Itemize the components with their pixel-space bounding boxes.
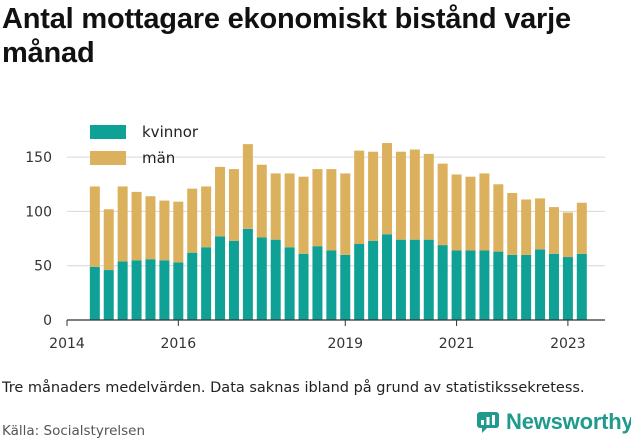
x-tick-label: 2016 bbox=[160, 336, 196, 352]
bars bbox=[89, 143, 587, 320]
bar-segment-kvinnor bbox=[270, 239, 281, 320]
bar-segment-kvinnor bbox=[145, 259, 156, 320]
bar-segment-män bbox=[298, 176, 309, 254]
y-tick-label: 150 bbox=[25, 150, 52, 166]
bar-segment-kvinnor bbox=[159, 260, 170, 320]
bar-segment-män bbox=[437, 163, 448, 246]
bar-segment-män bbox=[187, 188, 198, 253]
legend-label-män: män bbox=[142, 149, 175, 167]
bar-segment-män bbox=[131, 191, 142, 261]
bar-segment-män bbox=[548, 207, 559, 254]
bar-segment-män bbox=[576, 202, 587, 254]
bar-segment-män bbox=[117, 186, 128, 262]
bar-segment-kvinnor bbox=[215, 236, 226, 320]
bar-segment-män bbox=[368, 151, 379, 241]
bar-segment-kvinnor bbox=[465, 250, 476, 320]
bar-segment-kvinnor bbox=[117, 261, 128, 320]
bar-segment-kvinnor bbox=[340, 254, 351, 320]
chart-title: Antal mottagare ekonomiskt bistånd varje… bbox=[2, 3, 571, 69]
bar-segment-kvinnor bbox=[507, 254, 518, 320]
bar-segment-kvinnor bbox=[368, 240, 379, 320]
bar-segment-kvinnor bbox=[242, 228, 253, 320]
bar-segment-män bbox=[409, 149, 420, 240]
bar-segment-män bbox=[423, 153, 434, 240]
bar-segment-kvinnor bbox=[173, 262, 184, 320]
bar-segment-kvinnor bbox=[131, 260, 142, 320]
stacked-bar-chart: 0 50 100 150 2014 2016 2019 2021 2023 kvinnor män bbox=[25, 123, 605, 352]
y-tick-label: 0 bbox=[43, 313, 52, 329]
bar-segment-män bbox=[326, 169, 337, 251]
bar-segment-kvinnor bbox=[298, 253, 309, 320]
bar-segment-män bbox=[256, 164, 267, 238]
x-tick-label: 2014 bbox=[49, 336, 85, 352]
bar-segment-män bbox=[562, 212, 573, 258]
bar-segment-kvinnor bbox=[521, 254, 532, 320]
x-tick-label: 2023 bbox=[550, 336, 586, 352]
bar-segment-män bbox=[159, 200, 170, 261]
bar-segment-kvinnor bbox=[451, 250, 462, 320]
bar-segment-män bbox=[451, 174, 462, 251]
source-credit: Källa: Socialstyrelsen bbox=[2, 423, 146, 439]
bar-segment-män bbox=[465, 176, 476, 251]
legend-swatch-kvinnor bbox=[90, 125, 126, 139]
bar-segment-kvinnor bbox=[312, 246, 323, 320]
bar-segment-män bbox=[89, 186, 100, 267]
bar-segment-kvinnor bbox=[201, 247, 212, 320]
axes: 0 50 100 150 2014 2016 2019 2021 2023 bbox=[25, 150, 605, 352]
bar-segment-kvinnor bbox=[103, 270, 114, 320]
bar-segment-kvinnor bbox=[89, 266, 100, 320]
bar-segment-män bbox=[173, 201, 184, 263]
brand-logo: Newsworthy bbox=[476, 409, 631, 435]
bar-segment-kvinnor bbox=[354, 244, 365, 320]
bar-segment-män bbox=[145, 196, 156, 260]
bar-segment-män bbox=[312, 169, 323, 247]
x-tick-label: 2019 bbox=[327, 336, 363, 352]
bar-segment-kvinnor bbox=[395, 239, 406, 320]
y-tick-label: 100 bbox=[25, 204, 52, 220]
bar-segment-kvinnor bbox=[326, 250, 337, 320]
legend: kvinnor män bbox=[90, 123, 199, 167]
bar-segment-män bbox=[228, 169, 239, 241]
bar-segment-män bbox=[201, 186, 212, 248]
bar-segment-män bbox=[340, 173, 351, 255]
bar-segment-män bbox=[242, 144, 253, 229]
bar-segment-män bbox=[507, 192, 518, 255]
bar-segment-kvinnor bbox=[437, 245, 448, 320]
newsworthy-logo-icon bbox=[477, 412, 499, 433]
bar-segment-män bbox=[284, 173, 295, 248]
bar-segment-män bbox=[103, 209, 114, 271]
bar-segment-män bbox=[382, 143, 393, 235]
bar-segment-kvinnor bbox=[548, 253, 559, 320]
bar-segment-kvinnor bbox=[493, 251, 504, 320]
footnote: Tre månaders medelvärden. Data saknas ib… bbox=[2, 380, 585, 396]
x-tick-label: 2021 bbox=[439, 336, 475, 352]
legend-swatch-män bbox=[90, 151, 126, 165]
bar-segment-kvinnor bbox=[479, 250, 490, 320]
bar-segment-män bbox=[395, 151, 406, 240]
bar-segment-män bbox=[521, 199, 532, 255]
bar-segment-män bbox=[493, 184, 504, 252]
bar-segment-kvinnor bbox=[535, 249, 546, 320]
bar-segment-kvinnor bbox=[228, 240, 239, 320]
bar-segment-kvinnor bbox=[409, 239, 420, 320]
bar-segment-kvinnor bbox=[284, 247, 295, 320]
legend-label-kvinnor: kvinnor bbox=[142, 123, 199, 141]
bar-segment-kvinnor bbox=[423, 239, 434, 320]
bar-segment-män bbox=[354, 150, 365, 244]
bar-segment-kvinnor bbox=[187, 252, 198, 320]
bar-segment-män bbox=[270, 173, 281, 240]
bar-segment-män bbox=[479, 173, 490, 251]
bar-segment-män bbox=[215, 166, 226, 237]
y-tick-label: 50 bbox=[34, 259, 52, 275]
brand-name: Newsworthy bbox=[506, 409, 631, 434]
bar-segment-kvinnor bbox=[382, 234, 393, 320]
bar-segment-män bbox=[535, 198, 546, 250]
bar-segment-kvinnor bbox=[576, 253, 587, 320]
bar-segment-kvinnor bbox=[562, 257, 573, 320]
bar-segment-kvinnor bbox=[256, 237, 267, 320]
